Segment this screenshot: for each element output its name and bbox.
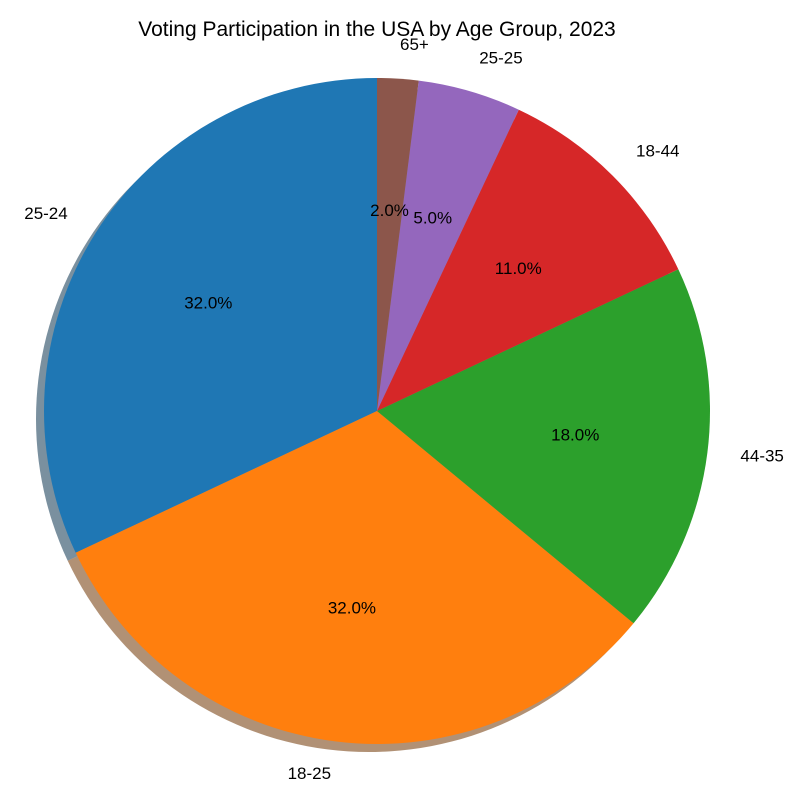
slice-value-label-18-44-3: 11.0% <box>495 259 542 278</box>
slice-44-35-2 <box>377 269 710 624</box>
pie-labels: 25-24 32.0% 18-25 32.0% 44-35 18.0% 18-44 11.0%… <box>24 35 784 783</box>
slice-value-label-18-25-1: 32.0% <box>328 599 376 618</box>
slice-18-44-3 <box>377 109 679 411</box>
slice-25-25-4 <box>377 80 519 412</box>
slice-18-25-1 <box>75 411 634 745</box>
slice-value-label-25-24-0: 32.0% <box>184 293 232 312</box>
slice-65--5 <box>377 78 419 411</box>
pie-slices <box>43 78 710 745</box>
slice-value-label-65--5: 2.0% <box>370 201 409 220</box>
slice-label-65--5: 65+ <box>400 35 429 54</box>
slice-label-25-25-4: 25-25 <box>479 49 522 68</box>
slice-value-label-25-25-4: 5.0% <box>413 209 452 228</box>
slice-label-44-35-2: 44-35 <box>740 446 783 465</box>
slice-value-label-44-35-2: 18.0% <box>551 426 599 445</box>
slice-25-24-0 <box>43 78 377 553</box>
slice-label-18-44-3: 18-44 <box>636 141 679 160</box>
slice-label-18-25-1: 18-25 <box>288 764 331 783</box>
chart-title: Voting Participation in the USA by Age G… <box>138 18 615 41</box>
slice-label-25-24-0: 25-24 <box>24 204 67 223</box>
